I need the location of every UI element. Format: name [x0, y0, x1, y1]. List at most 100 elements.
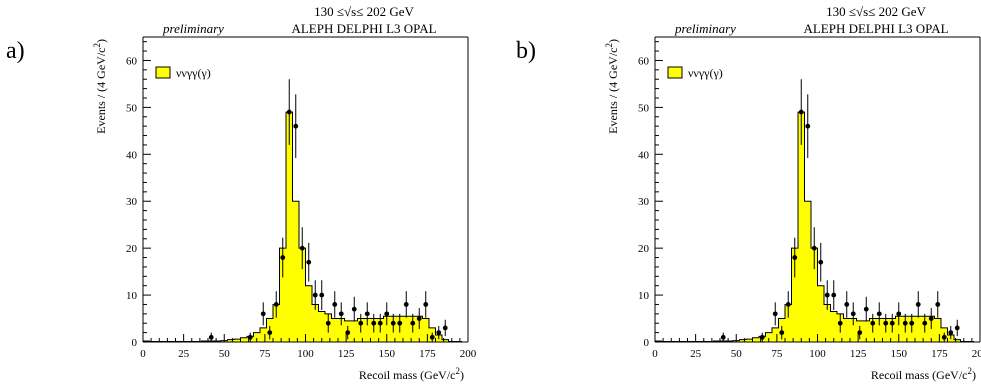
histogram-bin — [227, 339, 234, 342]
legend-label: ννγγ(γ) — [688, 66, 723, 80]
x-tick-label: 100 — [297, 348, 314, 360]
y-tick-label: 40 — [126, 149, 138, 161]
y-tick-label: 10 — [638, 290, 650, 302]
header-energy: 130 ≤√s≤ 202 GeV — [314, 4, 414, 19]
histogram-bin — [772, 327, 779, 342]
data-point — [273, 291, 279, 318]
data-marker — [779, 330, 785, 336]
histogram-bin — [824, 304, 831, 342]
legend: ννγγ(γ) — [667, 66, 723, 80]
histogram-bin — [798, 112, 805, 342]
x-axis-label-main: Recoil mass (GeV/c — [359, 368, 456, 382]
y-axis-label-sup: 2 — [604, 43, 614, 48]
x-tick-label: 125 — [338, 348, 355, 360]
y-tick-label: 50 — [638, 102, 650, 114]
header-status: preliminary — [162, 21, 224, 36]
histogram-bin — [915, 316, 922, 342]
data-point — [863, 296, 869, 322]
histogram-bin — [746, 339, 753, 342]
data-marker — [208, 334, 214, 340]
histogram-bin — [260, 327, 267, 342]
data-point — [397, 313, 403, 333]
data-marker — [332, 302, 338, 307]
histogram-bin — [863, 320, 870, 342]
data-point — [772, 302, 778, 326]
data-marker — [785, 302, 791, 307]
data-marker — [273, 302, 279, 307]
data-point — [792, 237, 798, 278]
histogram-bin — [364, 318, 371, 342]
data-marker — [954, 325, 960, 331]
histogram-bin — [292, 201, 299, 342]
legend-swatch — [667, 66, 683, 79]
data-marker — [325, 320, 331, 326]
data-point — [312, 280, 318, 310]
y-tick-label: 50 — [126, 102, 138, 114]
data-point — [377, 313, 383, 333]
x-axis-label: Recoil mass (GeV/c2) — [871, 366, 976, 382]
data-point — [325, 313, 331, 333]
x-tick-label: 150 — [891, 348, 908, 360]
data-point — [306, 242, 312, 282]
x-tick-label: 125 — [850, 348, 867, 360]
x-tick-label: 100 — [809, 348, 826, 360]
data-point — [785, 291, 791, 318]
histogram-bin — [299, 248, 306, 342]
data-marker — [792, 255, 798, 260]
data-marker — [876, 311, 882, 317]
data-point — [909, 313, 915, 333]
panel-label: b) — [516, 38, 536, 64]
y-tick-label: 0 — [644, 337, 650, 349]
x-axis-label-sup: 2 — [968, 366, 973, 376]
y-tick-label: 40 — [638, 149, 650, 161]
data-marker — [286, 109, 292, 115]
histogram-bin — [273, 304, 280, 342]
data-point — [410, 313, 416, 333]
data-point — [850, 302, 856, 326]
y-tick-label: 0 — [132, 337, 138, 349]
data-marker — [429, 334, 435, 340]
data-point — [436, 325, 442, 340]
data-point — [883, 313, 889, 333]
data-point — [922, 313, 928, 333]
data-marker — [384, 311, 390, 317]
data-point — [844, 291, 850, 318]
data-point — [403, 291, 409, 318]
data-marker — [837, 320, 843, 326]
x-tick-label: 200 — [972, 348, 981, 360]
data-marker — [338, 311, 344, 317]
histogram-outline — [654, 111, 980, 343]
histogram-bin — [416, 316, 423, 342]
data-point — [876, 302, 882, 326]
data-marker — [371, 320, 377, 326]
data-marker — [811, 245, 817, 251]
data-marker — [293, 123, 299, 129]
data-marker — [857, 330, 863, 336]
x-tick-label: 150 — [379, 348, 396, 360]
data-marker — [831, 292, 837, 298]
data-marker — [941, 334, 947, 340]
histogram-bin — [895, 316, 902, 342]
histogram-bin — [830, 311, 837, 342]
data-marker — [818, 259, 824, 265]
histogram-bin — [928, 316, 935, 342]
y-tick-label: 20 — [126, 243, 138, 255]
data-marker — [844, 302, 850, 307]
histogram-bin — [843, 318, 850, 342]
x-axis-label-sup: 2 — [456, 366, 461, 376]
panel-label: a) — [6, 38, 25, 64]
data-point — [442, 319, 448, 337]
x-tick-label: 25 — [690, 348, 702, 360]
y-tick-label: 60 — [638, 55, 650, 67]
data-marker — [410, 320, 416, 326]
data-marker — [345, 330, 351, 336]
data-marker — [390, 320, 396, 326]
histogram-bin — [351, 320, 358, 342]
data-marker — [863, 306, 869, 312]
histogram-bin — [318, 311, 325, 342]
data-marker — [436, 330, 442, 336]
x-tick-label: 175 — [419, 348, 436, 360]
data-point — [857, 325, 863, 340]
data-point — [870, 313, 876, 333]
x-axis-label-end: ) — [972, 368, 976, 382]
